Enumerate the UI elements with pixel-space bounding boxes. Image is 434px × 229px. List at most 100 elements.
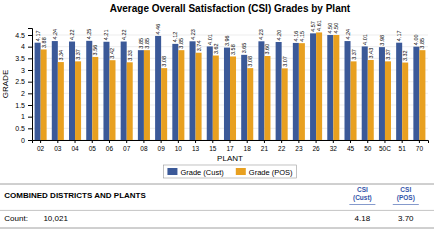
bar [144,50,150,140]
tick: 18 [244,140,252,152]
header-underline [393,204,419,205]
x-axis: 0203040506070809101315171821222326324550… [33,140,429,152]
table-rule [0,228,434,229]
tick: 70 [416,140,424,152]
bar [327,35,333,140]
tick-label: 05 [89,145,97,152]
data-label: 3.56 [92,45,98,56]
data-label: 4.46 [155,24,161,35]
tick-label: 21 [261,145,269,152]
tick: 32 [330,140,338,152]
x-axis-title: PLANT [217,154,243,163]
tick-mark [281,140,282,143]
data-label: 3.37 [385,49,391,60]
data-label: 4.22 [121,29,127,40]
tick-mark [57,140,58,143]
data-label: 3.85 [144,38,150,49]
tick-label: 45 [347,145,355,152]
bar [58,62,64,140]
data-label: 4.24 [52,29,58,40]
tick: 0 [21,137,32,144]
y-axis-title: GRADE [1,70,10,98]
tick: 21 [261,140,269,152]
tick-mark [316,140,317,143]
tick-mark [419,140,420,143]
data-label: 3.37 [75,49,81,60]
bar [161,68,167,140]
tick: 50C [379,140,391,152]
bar [385,61,391,140]
tick-mark [28,93,32,94]
legend-item: Grade (POS) [236,168,293,177]
tick-label: 0.5 [15,125,25,132]
annotation: 3.70 [398,214,414,223]
tick-mark [28,117,32,118]
table-rule [0,210,434,211]
data-label: 3.43 [368,48,374,59]
tick-label: 09 [158,145,166,152]
bar [264,56,270,140]
tick: 51 [399,140,407,152]
tick: 50 [364,140,372,152]
tick-mark [92,140,93,143]
data-label: 3.60 [264,44,270,55]
bar [333,35,339,140]
tick-label: 0 [21,137,25,144]
tick: 03 [54,140,62,152]
tick-label: 50 [364,145,372,152]
bar [258,41,264,140]
bar [293,43,299,140]
bar [41,49,47,140]
tick-label: 50C [379,145,391,152]
data-label: 4.21 [103,30,109,41]
bar [351,61,357,140]
tick-label: 1 [21,113,25,120]
bar [299,43,305,140]
tick-label: 02 [37,145,45,152]
tick: 4.5 [15,32,32,39]
data-label: 3.62 [213,43,219,54]
legend-item: Grade (Cust) [167,168,224,177]
tick-mark [28,58,32,59]
tick-mark [384,140,385,143]
tick-mark [28,70,32,71]
tick: 3 [21,67,32,74]
tick-label: 23 [295,145,303,152]
tick-label: 06 [106,145,114,152]
title: Average Overall Satisfaction (CSI) Grade… [110,3,351,14]
tick-label: 70 [416,145,424,152]
data-label: 4.20 [276,30,282,41]
tick-mark [28,35,32,36]
bar [247,68,253,140]
data-label: 4.61 [316,20,322,31]
bar [138,50,144,140]
axis-line [33,141,429,144]
header-underline [349,204,375,205]
tick-label: 15 [209,145,217,152]
bar [207,46,213,140]
data-label: 3.98 [379,35,385,46]
data-label: 3.58 [230,44,236,55]
tick-label: 18 [244,145,252,152]
tick: 45 [347,140,355,152]
tick-mark [143,140,144,143]
tick: 1.5 [15,102,32,109]
data-label: 4.23 [190,29,196,40]
data-label: 3.07 [282,56,288,67]
annotation: COMBINED DISTRICTS AND PLANTS [4,191,146,200]
tick-label: 17 [226,145,234,152]
bar [402,63,408,140]
tick: 06 [106,140,114,152]
tick-label: 4.5 [15,32,25,39]
data-label: 3.08 [247,56,253,67]
tick-mark [264,140,265,143]
data-label: 3.42 [109,48,115,59]
tick-mark [28,82,32,83]
tick-mark [109,140,110,143]
tick: 17 [226,140,234,152]
bar [172,44,178,140]
bar [316,32,322,140]
bar [155,36,161,140]
tick: 2 [21,90,32,97]
y-axis: 00.511.522.533.544.5 [15,29,32,144]
